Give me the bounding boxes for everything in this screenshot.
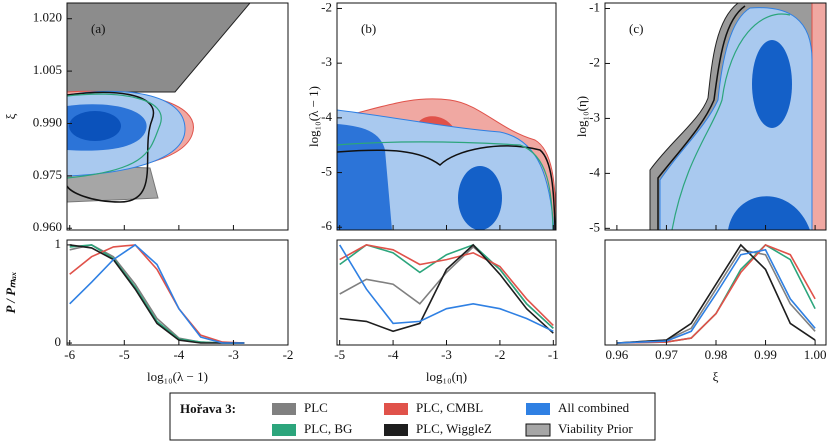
y-tick-label: 0.960 [33, 219, 62, 234]
posterior-line [339, 244, 554, 326]
y-axis-label: log₁₀(λ − 1) [306, 86, 321, 147]
x-tick-label: -3 [228, 347, 239, 362]
x-tick-label: -2 [283, 347, 294, 362]
x-tick-label: -5 [334, 347, 345, 362]
contours-a [67, 3, 251, 203]
posterior-line [69, 244, 245, 344]
panel-frame [604, 239, 827, 346]
x-axis-label: log₁₀(λ − 1) [147, 369, 208, 384]
legend-label: PLC, WiggleZ [416, 421, 492, 436]
x-tick-label: -2 [494, 347, 505, 362]
posterior-line [69, 243, 245, 344]
y-tick-label: -4 [589, 164, 600, 179]
x-tick-label: 1.00 [804, 347, 827, 362]
y-tick-label: -3 [321, 54, 332, 69]
posterior-line [339, 243, 554, 334]
y-tick-label: 0.990 [33, 114, 62, 129]
panel-label: (a) [91, 21, 105, 36]
posterior-line [69, 244, 245, 344]
posterior-line [616, 248, 816, 344]
panel-frame [66, 2, 289, 231]
y-tick-label: -1 [589, 0, 600, 14]
legend-swatch [525, 423, 551, 437]
y-axis-label: log₁₀(η) [574, 96, 589, 137]
legend-swatch [526, 403, 550, 415]
legend-label: PLC, CMBL [416, 400, 483, 415]
contours-c [649, 3, 826, 230]
y-axis-label: ξ [3, 113, 18, 119]
legend-label: All combined [558, 400, 630, 415]
posterior-line [339, 244, 554, 333]
y-tick-label: -2 [589, 54, 600, 69]
y-tick-label: 0.975 [33, 167, 62, 182]
posterior-line [69, 244, 245, 344]
posterior-line [616, 243, 816, 344]
posterior-line [339, 243, 554, 329]
legend-swatch [272, 403, 296, 415]
legend-swatch [384, 403, 408, 415]
panel-frame [66, 239, 289, 346]
panel-label: (b) [361, 21, 376, 36]
x-tick-label: -1 [548, 347, 559, 362]
y-tick-label: 1 [55, 236, 62, 251]
y-tick-label: -6 [321, 218, 332, 233]
x-tick-label: -6 [64, 347, 75, 362]
legend-label: Viability Prior [558, 421, 633, 436]
curves [69, 243, 245, 344]
posterior-line [69, 244, 245, 344]
legend-label: PLC, BG [304, 421, 352, 436]
x-tick-label: 0.98 [705, 347, 728, 362]
x-tick-label: -4 [173, 347, 184, 362]
legend-swatch [384, 424, 408, 436]
y-tick-label: 1.020 [33, 10, 62, 25]
legend-title: Hořava 3: [180, 401, 236, 416]
y-tick-label: -5 [589, 219, 600, 234]
x-tick-label: 0.96 [606, 347, 629, 362]
x-axis-label: log₁₀(η) [426, 369, 467, 384]
legend-swatch [272, 424, 296, 436]
curves [339, 243, 554, 334]
y-tick-label: -4 [321, 109, 332, 124]
panel-label: (c) [629, 21, 643, 36]
legend-box [169, 392, 656, 441]
curves [616, 243, 816, 344]
y-tick-label: 1.005 [33, 62, 62, 77]
y-axis-label: P / Pₘₐₓ [3, 272, 18, 314]
x-axis-label: ξ [713, 369, 719, 384]
posterior-line [616, 243, 816, 344]
posterior-line [616, 248, 816, 344]
y-tick-label: -2 [321, 0, 332, 14]
y-tick-label: -3 [589, 109, 600, 124]
y-tick-label: 0 [55, 334, 62, 349]
x-tick-label: -4 [388, 347, 399, 362]
legend-label: PLC [304, 400, 328, 415]
contours-b [337, 98, 556, 230]
x-tick-label: 0.99 [754, 347, 777, 362]
x-tick-label: -3 [441, 347, 452, 362]
x-tick-label: 0.97 [655, 347, 678, 362]
x-tick-label: -5 [119, 347, 130, 362]
y-tick-label: -5 [321, 164, 332, 179]
